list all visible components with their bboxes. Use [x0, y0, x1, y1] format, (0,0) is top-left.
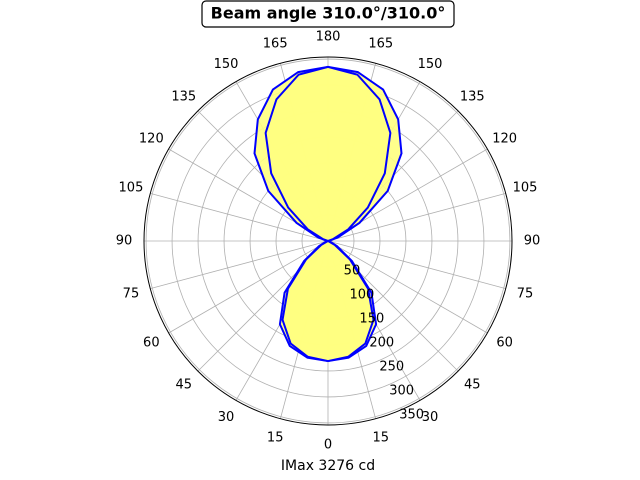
theta-tick-label: 120 [492, 132, 517, 147]
grid-spoke [327, 240, 488, 334]
theta-tick-label: 0 [324, 438, 332, 453]
theta-tick-label: 165 [263, 36, 288, 51]
theta-tick-label: 105 [513, 181, 538, 196]
title-box [201, 0, 455, 28]
grid-spoke [327, 240, 506, 290]
theta-tick-label: 75 [123, 286, 140, 301]
x-axis-label: IMax 3276 cd [281, 458, 375, 474]
r-tick-label: 150 [359, 312, 384, 327]
theta-tick-label: 135 [171, 89, 196, 104]
r-tick-label: 200 [369, 336, 394, 351]
theta-tick-label: 180 [316, 30, 341, 45]
theta-tick-label: 165 [368, 36, 393, 51]
theta-tick-label: 105 [119, 181, 144, 196]
grid-spoke [150, 240, 329, 290]
theta-tick-label: 30 [218, 410, 235, 425]
r-tick-label: 300 [389, 384, 414, 399]
theta-tick-label: 90 [524, 234, 541, 249]
r-tick-label: 350 [399, 408, 424, 423]
r-tick-label: 100 [349, 288, 374, 303]
theta-tick-label: 120 [139, 132, 164, 147]
series-fill [265, 66, 391, 362]
theta-tick-label: 90 [116, 234, 133, 249]
theta-tick-label: 45 [175, 378, 192, 393]
theta-tick-label: 15 [373, 431, 390, 446]
theta-tick-label: 30 [422, 410, 439, 425]
r-tick-label: 50 [344, 264, 361, 279]
theta-tick-label: 135 [460, 89, 485, 104]
series-line [264, 65, 392, 363]
chart-title: Beam angle 310.0°/310.0° [211, 4, 446, 23]
theta-tick-label: 45 [464, 378, 481, 393]
theta-tick-label: 60 [143, 336, 160, 351]
theta-tick-label: 60 [496, 336, 513, 351]
grid-spoke [150, 192, 329, 242]
theta-tick-label: 75 [517, 286, 534, 301]
theta-tick-label: 150 [214, 57, 239, 72]
grid-spoke [327, 192, 506, 242]
polar-frame [143, 56, 513, 426]
theta-tick-label: 150 [418, 57, 443, 72]
theta-tick-label: 15 [267, 431, 284, 446]
grid-spoke [168, 240, 329, 334]
r-tick-label: 250 [379, 360, 404, 375]
